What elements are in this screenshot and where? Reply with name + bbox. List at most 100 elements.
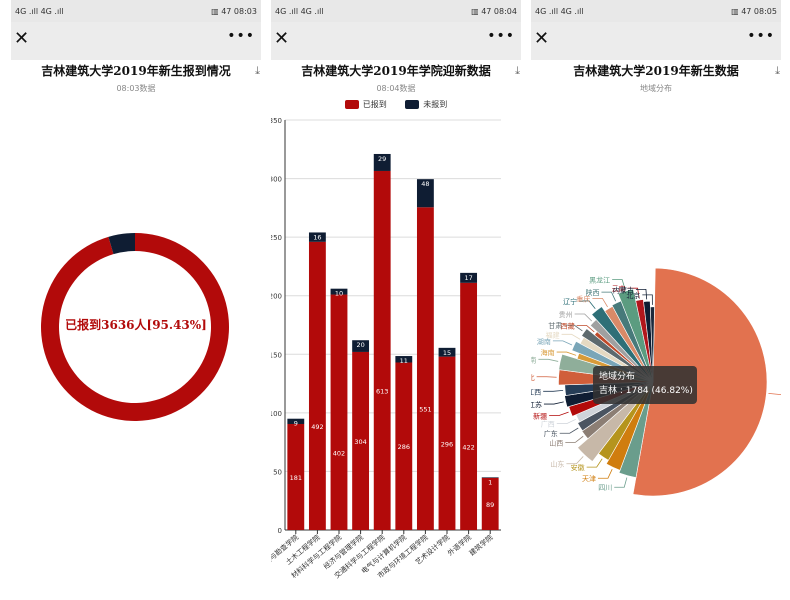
slice-label: 河北 (531, 374, 535, 382)
slice-label: 西藏 (561, 321, 575, 330)
y-tick-label: 350 (271, 117, 282, 125)
chart-title: 吉林建筑大学2019年新生数据 (573, 64, 739, 78)
legend-swatch (405, 100, 420, 109)
bar-arrived (373, 170, 391, 530)
phone-screen-3: 4G .ıll 4G .ıll ▥ 47 08:05 ✕ ••• 吉林建筑大学2… (531, 0, 781, 600)
slice-label: 山东 (550, 460, 564, 469)
leader-line (561, 333, 581, 340)
status-bar: 4G .ıll 4G .ıll ▥ 47 08:03 (11, 0, 261, 22)
leader-line (556, 418, 576, 425)
leader-line (768, 392, 781, 395)
slice-label: 云南 (612, 284, 626, 293)
y-tick-label: 50 (273, 468, 282, 476)
chart-subtitle: 地域分布 (640, 84, 672, 93)
bar-not-arrived (395, 356, 413, 363)
chart-subtitle: 08:03数据 (116, 84, 156, 93)
bar-not-arrived (352, 340, 370, 352)
donut-center-label: 已报到3636人[95.43%] (65, 318, 207, 332)
chart-title: 吉林建筑大学2019年新生报到情况 (41, 64, 231, 78)
status-time: ▥ 47 08:05 (731, 7, 777, 16)
close-icon[interactable]: ✕ (274, 28, 290, 49)
rose-pie-chart: 吉林四川天津安徽山东山西广东广西新疆江苏江西河北河南海南湖南福建甘肃西藏贵州辽宁… (531, 267, 781, 497)
tooltip-title: 地域分布 (599, 372, 636, 382)
status-time: ▥ 47 08:04 (471, 7, 517, 16)
bar-not-arrived (481, 477, 499, 478)
pie-slice (618, 381, 654, 478)
data-label-arrived: 551 (419, 406, 431, 414)
slice-label: 新疆 (533, 411, 547, 420)
leader-line (592, 297, 608, 308)
bar-arrived (416, 207, 434, 530)
bar-not-arrived (438, 347, 456, 357)
bar-arrived (352, 351, 370, 530)
pie-slice (632, 267, 768, 497)
donut-slice-not-arrived (108, 233, 135, 255)
bar-not-arrived (460, 272, 478, 283)
chart-tooltip: 地域分布 吉林 : 1784 (46.82%) (593, 366, 697, 404)
y-tick-label: 200 (271, 293, 282, 301)
slice-label: 江西 (531, 388, 541, 396)
more-icon[interactable]: ••• (747, 28, 775, 44)
leader-line (543, 401, 564, 405)
more-icon[interactable]: ••• (487, 28, 515, 44)
y-tick-label: 250 (271, 234, 282, 242)
bar-arrived (330, 294, 348, 530)
more-icon[interactable]: ••• (227, 28, 255, 44)
data-label-arrived: 181 (290, 474, 302, 482)
leader-line (635, 288, 648, 300)
data-label-not-arrived: 9 (294, 420, 298, 428)
close-icon[interactable]: ✕ (14, 28, 30, 49)
chart-subtitle: 08:04数据 (376, 84, 416, 93)
y-tick-label: 150 (271, 351, 282, 359)
data-label-not-arrived: 11 (400, 357, 408, 365)
slice-label: 甘肃 (548, 321, 562, 330)
legend-label: 已报到 (362, 100, 387, 109)
legend-item-not-arrived[interactable]: 未报到 (405, 99, 447, 110)
leader-line (543, 390, 564, 392)
leader-line (576, 325, 595, 333)
slice-label: 辽宁 (563, 297, 577, 306)
data-label-arrived: 492 (311, 423, 323, 431)
slice-label: 江苏 (531, 400, 542, 409)
bar-arrived (460, 282, 478, 530)
data-label-not-arrived: 48 (421, 180, 429, 188)
data-label-arrived: 613 (376, 387, 388, 395)
bar-arrived (438, 356, 456, 530)
slice-label: 重庆 (576, 294, 590, 303)
legend-item-arrived[interactable]: 已报到 (344, 99, 387, 110)
slice-label: 陕西 (585, 288, 599, 297)
slice-label: 黑龙江 (589, 276, 610, 285)
bar-not-arrived (308, 232, 326, 242)
tooltip-value: 吉林 : 1784 (46.82%) (599, 386, 693, 396)
bar-arrived (481, 477, 499, 530)
leader-line (556, 351, 577, 356)
phone-screen-2: 4G .ıll 4G .ıll ▥ 47 08:04 ✕ ••• 吉林建筑大学2… (271, 0, 521, 600)
bar-not-arrived (416, 179, 434, 208)
slice-label: 安徽 (571, 463, 585, 472)
pie-slice (635, 299, 654, 383)
data-label-not-arrived: 15 (443, 349, 451, 357)
close-icon[interactable]: ✕ (534, 28, 550, 49)
slice-label: 海南 (541, 348, 555, 357)
bar-not-arrived (287, 418, 305, 424)
leader-line (579, 300, 596, 310)
slice-label: 山西 (549, 438, 563, 447)
nav-bar: ✕ ••• (271, 22, 521, 60)
download-icon[interactable]: ⤓ (515, 64, 520, 77)
y-tick-label: 100 (271, 410, 282, 418)
slice-label: 湖南 (537, 337, 551, 346)
leader-line (566, 456, 584, 465)
bar-arrived (395, 362, 413, 530)
status-bar: 4G .ıll 4G .ıll ▥ 47 08:05 (531, 0, 781, 22)
download-icon[interactable]: ⤓ (775, 64, 780, 77)
y-tick-label: 300 (271, 176, 282, 184)
chart-legend: 已报到 未报到 (271, 99, 521, 110)
leader-line (564, 324, 583, 332)
pie-slice (650, 306, 655, 383)
slice-label: 四川 (598, 484, 612, 492)
bar-arrived (308, 241, 326, 531)
download-icon[interactable]: ⤓ (255, 64, 260, 77)
nav-bar: ✕ ••• (531, 22, 781, 60)
phone-screen-1: 4G .ıll 4G .ıll ▥ 47 08:03 ✕ ••• 吉林建筑大学2… (11, 0, 261, 600)
slice-label: 贵州 (559, 310, 573, 319)
